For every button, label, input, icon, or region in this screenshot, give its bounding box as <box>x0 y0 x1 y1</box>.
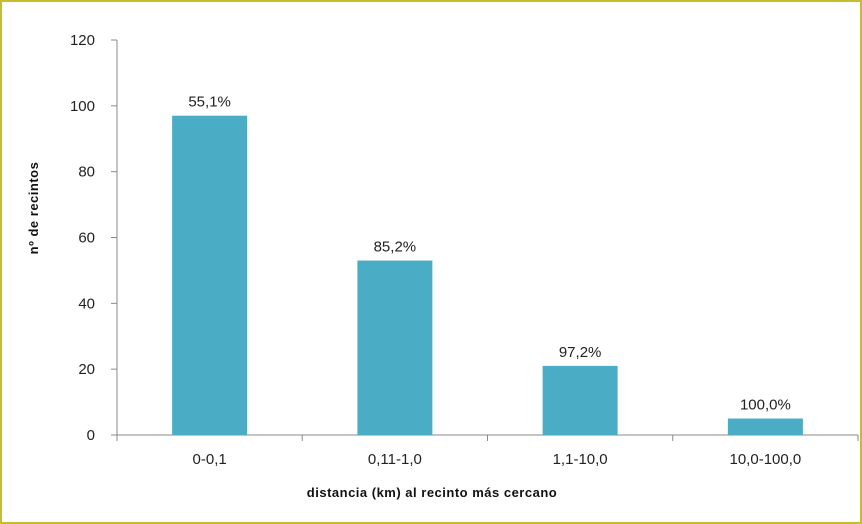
x-axis: 0-0,1 0,11-1,0 1,1-10,0 10,0-100,0 <box>116 434 859 468</box>
x-tick-label: 0-0,1 <box>193 451 227 468</box>
bar <box>172 115 248 435</box>
y-axis-title: nº de recintos <box>26 162 41 255</box>
x-tick-label: 1,1-10,0 <box>553 451 608 468</box>
y-tick-label: 0 <box>87 427 95 444</box>
bar <box>727 418 803 435</box>
data-label: 100,0% <box>740 397 791 414</box>
data-label: 85,2% <box>374 239 417 256</box>
x-tick-label: 10,0-100,0 <box>730 451 802 468</box>
bar <box>357 260 433 435</box>
data-label: 55,1% <box>188 94 231 111</box>
y-tick-label: 60 <box>78 230 95 247</box>
y-axis: 0 20 40 60 80 100 120 <box>70 32 118 444</box>
x-tick-label: 0,11-1,0 <box>368 451 422 468</box>
bar <box>542 365 618 435</box>
y-tick-label: 20 <box>78 361 95 378</box>
bar-series: 55,1% 85,2% 97,2% 100,0% <box>172 94 803 435</box>
x-axis-title: distancia (km) al recinto más cercano <box>307 485 557 500</box>
y-tick-label: 120 <box>70 32 95 49</box>
y-tick-label: 100 <box>70 98 95 115</box>
y-tick-label: 40 <box>78 295 95 312</box>
y-tick-label: 80 <box>78 164 95 181</box>
data-label: 97,2% <box>559 344 602 361</box>
